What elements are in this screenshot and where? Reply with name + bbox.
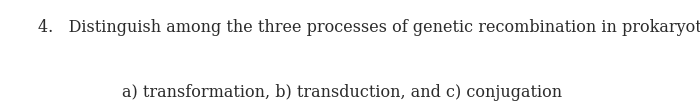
Text: a) transformation, b) transduction, and c) conjugation: a) transformation, b) transduction, and … <box>122 84 563 101</box>
Text: 4.   Distinguish among the three processes of genetic recombination in prokaryot: 4. Distinguish among the three processes… <box>38 19 700 36</box>
